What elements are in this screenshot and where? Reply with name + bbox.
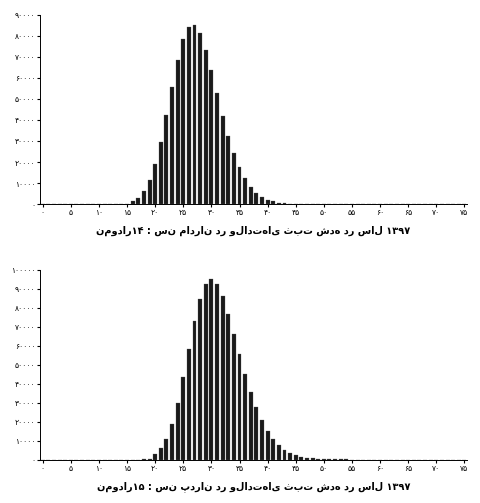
Bar [131,201,135,204]
Bar [165,439,168,460]
Bar [277,203,281,204]
Bar [283,450,287,460]
Bar [187,27,191,204]
Bar [221,296,225,460]
Bar [249,187,252,204]
Bar [209,70,213,204]
Bar [176,403,180,460]
Bar [170,424,174,460]
X-axis label: نمودار۱۵ : سن پدران در ولادت‌های ثبت شده در سال ۱۳۹۷: نمودار۱۵ : سن پدران در ولادت‌های ثبت شده… [97,481,410,492]
Bar [288,453,292,460]
Bar [215,284,219,460]
Bar [165,116,168,204]
Bar [176,60,180,204]
Bar [243,179,247,204]
Bar [311,458,314,460]
Bar [153,454,157,460]
Bar [226,136,230,204]
Bar [283,203,287,204]
Bar [238,167,241,204]
Bar [209,280,213,460]
Bar [159,448,163,460]
Bar [305,458,309,460]
Bar [181,377,185,460]
Bar [249,392,252,460]
Bar [147,459,152,460]
Bar [232,333,236,460]
Bar [204,49,208,204]
Bar [142,191,146,204]
Bar [153,164,157,204]
Bar [277,445,281,460]
Bar [198,299,202,460]
Bar [260,420,264,460]
Bar [254,193,258,204]
Bar [243,374,247,460]
Bar [265,200,270,204]
Bar [181,39,185,204]
Bar [192,25,196,204]
Bar [232,153,236,204]
Bar [300,457,303,460]
Bar [294,455,298,460]
Bar [136,198,140,204]
Bar [159,142,163,204]
Bar [170,87,174,204]
Bar [260,197,264,204]
Bar [271,201,275,204]
Bar [226,313,230,460]
Bar [192,321,196,460]
Bar [265,431,270,460]
Bar [187,349,191,460]
Bar [238,354,241,460]
Bar [271,439,275,460]
Bar [221,116,225,204]
X-axis label: نمودار۱۴ : سن مادران در ولادت‌های ثبت شده در سال ۱۳۹۷: نمودار۱۴ : سن مادران در ولادت‌های ثبت شد… [96,226,411,236]
Bar [215,93,219,204]
Bar [204,284,208,460]
Bar [198,34,202,204]
Bar [254,407,258,460]
Bar [316,459,320,460]
Bar [147,181,152,204]
